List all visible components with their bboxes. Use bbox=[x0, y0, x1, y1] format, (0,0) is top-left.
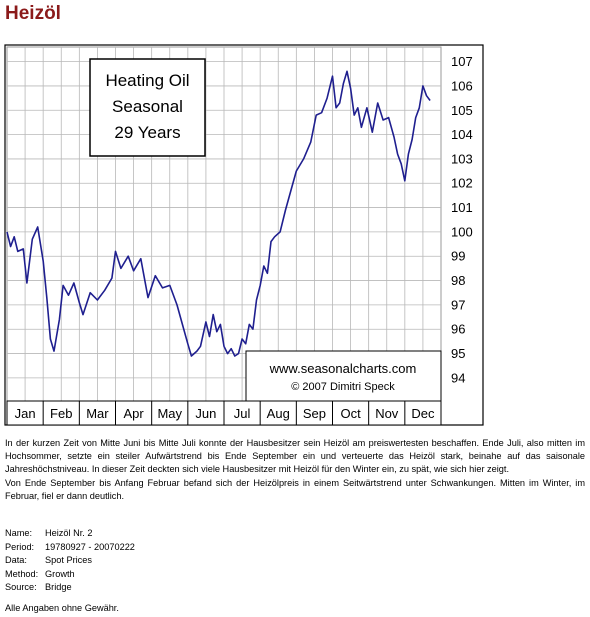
y-tick-label: 99 bbox=[451, 249, 465, 264]
y-tick-label: 100 bbox=[451, 224, 473, 239]
month-label: Feb bbox=[50, 406, 72, 421]
y-tick-label: 104 bbox=[451, 127, 473, 142]
month-label: Apr bbox=[123, 406, 144, 421]
month-label: Jun bbox=[195, 406, 216, 421]
title-box bbox=[89, 58, 206, 157]
y-tick-label: 96 bbox=[451, 322, 465, 337]
credit-copyright: © 2007 Dimitri Speck bbox=[291, 381, 395, 393]
month-label: Aug bbox=[267, 406, 290, 421]
seasonal-chart: 94 95 96 97 98 99 100 101 102 103 104 105 106 107 Jan F… bbox=[4, 44, 486, 428]
y-tick-label: 105 bbox=[451, 103, 473, 118]
y-tick-label: 103 bbox=[451, 151, 473, 166]
month-label: Sep bbox=[303, 406, 326, 421]
credit-box bbox=[245, 350, 442, 402]
month-label: Dec bbox=[411, 406, 435, 421]
title-box-line: Seasonal bbox=[112, 97, 183, 116]
meta-method-label: Method: bbox=[5, 568, 39, 579]
y-tick-label: 106 bbox=[451, 78, 473, 93]
title-box-line: 29 Years bbox=[114, 123, 180, 142]
series-line bbox=[6, 70, 431, 357]
y-tick-label: 98 bbox=[451, 273, 465, 288]
chart-svg: 94 95 96 97 98 99 100 101 102 103 104 105 106 107 Jan F… bbox=[4, 44, 484, 426]
meta-source-label: Source: bbox=[5, 582, 37, 593]
y-tick-label: 97 bbox=[451, 297, 465, 312]
meta-info: Name: Heizöl Nr. 2 Period: 19780927 - 2007… bbox=[5, 527, 135, 595]
title-box-line: Heating Oil bbox=[105, 71, 189, 90]
description: In der kurzen Zeit von Mitte Juni bis Mi… bbox=[5, 437, 585, 503]
meta-method-value: Growth bbox=[45, 568, 75, 579]
y-tick-label: 102 bbox=[451, 176, 473, 191]
meta-period-value: 19780927 - 20070222 bbox=[45, 541, 135, 552]
y-tick-label: 101 bbox=[451, 200, 473, 215]
month-label: Mar bbox=[86, 406, 109, 421]
y-tick-label: 95 bbox=[451, 346, 465, 361]
month-label: Jan bbox=[15, 406, 36, 421]
month-label: Jul bbox=[234, 406, 251, 421]
month-label: Oct bbox=[340, 406, 361, 421]
meta-period-label: Period: bbox=[5, 541, 35, 552]
y-tick-label: 94 bbox=[451, 370, 465, 385]
description-paragraph-1: In der kurzen Zeit von Mitte Juni bis Mi… bbox=[5, 438, 585, 475]
meta-data-value: Spot Prices bbox=[45, 555, 92, 566]
meta-data-label: Data: bbox=[5, 555, 27, 566]
y-tick-label: 107 bbox=[451, 54, 473, 69]
meta-name-value: Heizöl Nr. 2 bbox=[45, 528, 93, 538]
disclaimer: Alle Angaben ohne Gewähr. bbox=[5, 603, 119, 613]
month-label: May bbox=[157, 406, 182, 421]
month-label: Nov bbox=[375, 406, 399, 421]
description-paragraph-2: Von Ende September bis Anfang Februar be… bbox=[5, 477, 585, 501]
meta-name-label: Name: bbox=[5, 528, 33, 538]
page-title: Heizöl bbox=[5, 3, 61, 24]
meta-source-value: Bridge bbox=[45, 582, 72, 593]
credit-url: www.seasonalcharts.com bbox=[269, 361, 417, 376]
